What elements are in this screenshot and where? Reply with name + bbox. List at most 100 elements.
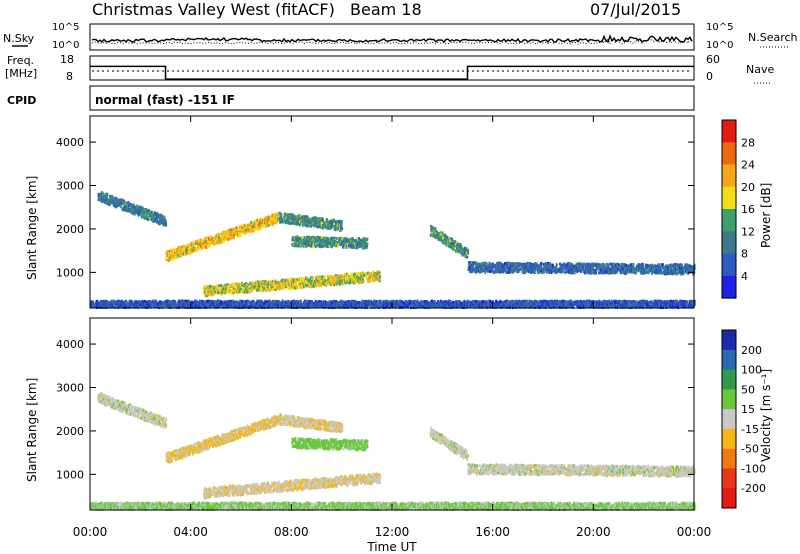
echo-cell (361, 245, 364, 248)
echo-cell (188, 246, 191, 250)
echo-cell (252, 229, 255, 233)
echo-cell (345, 245, 348, 249)
echo-cell (136, 207, 139, 211)
echo-cell (147, 212, 149, 216)
echo-cell (314, 241, 317, 245)
echo-cell (166, 249, 169, 253)
echo-cell (270, 220, 273, 224)
echo-cell (332, 219, 335, 223)
echo-cell (364, 239, 367, 243)
echo-cell (245, 231, 248, 235)
echo-cell (334, 228, 337, 232)
echo-cell (236, 282, 239, 286)
echo-cell (301, 236, 304, 240)
echo-cell (366, 244, 368, 248)
echo-cell (288, 217, 291, 221)
echo-cell (192, 241, 195, 245)
echo-cell (555, 263, 558, 267)
echo-cell (160, 217, 163, 220)
echo-cell (241, 283, 244, 287)
echo-cell (120, 198, 123, 202)
echo-cell (249, 281, 252, 285)
echo-cell (121, 208, 124, 212)
echo-cell (351, 239, 354, 242)
echo-cell (489, 270, 492, 273)
echo-cell (303, 236, 306, 240)
echo-cell (328, 242, 331, 245)
echo-cell (365, 245, 368, 249)
echo-cell (260, 288, 263, 292)
echo-cell (379, 272, 381, 276)
echo-cell (259, 281, 261, 285)
echo-cell (241, 230, 244, 234)
echo-cell (297, 221, 300, 225)
echo-cell (310, 224, 313, 228)
echo-cell (106, 192, 109, 196)
echo-cell (209, 244, 212, 248)
echo-cell (334, 240, 337, 244)
nave-tick-high: 60 (706, 53, 720, 66)
echo-cell (243, 283, 246, 287)
echo-cell (343, 237, 346, 241)
echo-cell (229, 228, 232, 232)
echo-cell (163, 215, 166, 219)
echo-cell (105, 197, 108, 201)
echo-cell (311, 242, 314, 246)
echo-cell (286, 213, 289, 216)
echo-cell (153, 215, 156, 219)
echo-cell (203, 245, 206, 249)
echo-cell (258, 225, 261, 229)
echo-cell (343, 242, 346, 246)
echo-cell (675, 271, 678, 275)
echo-cell (249, 224, 252, 228)
echo-cell (230, 231, 233, 235)
echo-cell (253, 228, 256, 232)
echo-cell (340, 220, 343, 224)
echo-cell (152, 219, 155, 223)
echo-cell (256, 287, 259, 291)
echo-cell (343, 240, 346, 244)
echo-cell (258, 222, 261, 226)
echo-cell (172, 250, 175, 253)
echo-cell (143, 208, 146, 211)
echo-cell (360, 238, 363, 242)
power-scatter-cells (90, 191, 696, 309)
echo-cell (102, 193, 105, 196)
echo-cell (165, 223, 168, 227)
echo-cell (208, 238, 211, 241)
echo-cell (247, 283, 250, 287)
echo-cell (220, 284, 222, 287)
echo-cell (210, 235, 212, 239)
echo-cell (301, 221, 303, 225)
echo-cell (288, 213, 291, 217)
echo-cell (204, 294, 207, 298)
echo-cell (346, 238, 349, 242)
echo-cell (243, 226, 246, 230)
echo-cell (238, 232, 241, 236)
echo-cell (265, 222, 268, 226)
echo-cell (348, 243, 351, 247)
echo-cell (150, 218, 153, 221)
echo-cell (248, 223, 251, 227)
echo-cell (229, 237, 232, 241)
echo-cell (155, 215, 158, 218)
freq-tick-high: 18 (60, 53, 74, 66)
echo-cell (156, 219, 159, 223)
cpid-label: CPID (7, 94, 36, 107)
echo-cell (214, 285, 217, 289)
echo-cell (331, 240, 334, 243)
echo-cell (332, 222, 334, 226)
echo-cell (216, 232, 219, 236)
beam-label: Beam 18 (350, 0, 422, 19)
echo-cell (233, 287, 235, 291)
echo-cell (324, 218, 327, 222)
echo-cell (206, 244, 209, 248)
echo-cell (308, 236, 311, 240)
echo-cell (216, 288, 219, 292)
echo-cell (228, 286, 230, 290)
echo-cell (98, 193, 101, 196)
echo-cell (259, 223, 262, 227)
echo-cell (204, 237, 207, 241)
echo-cell (174, 252, 177, 255)
nsky-trace (91, 34, 693, 44)
